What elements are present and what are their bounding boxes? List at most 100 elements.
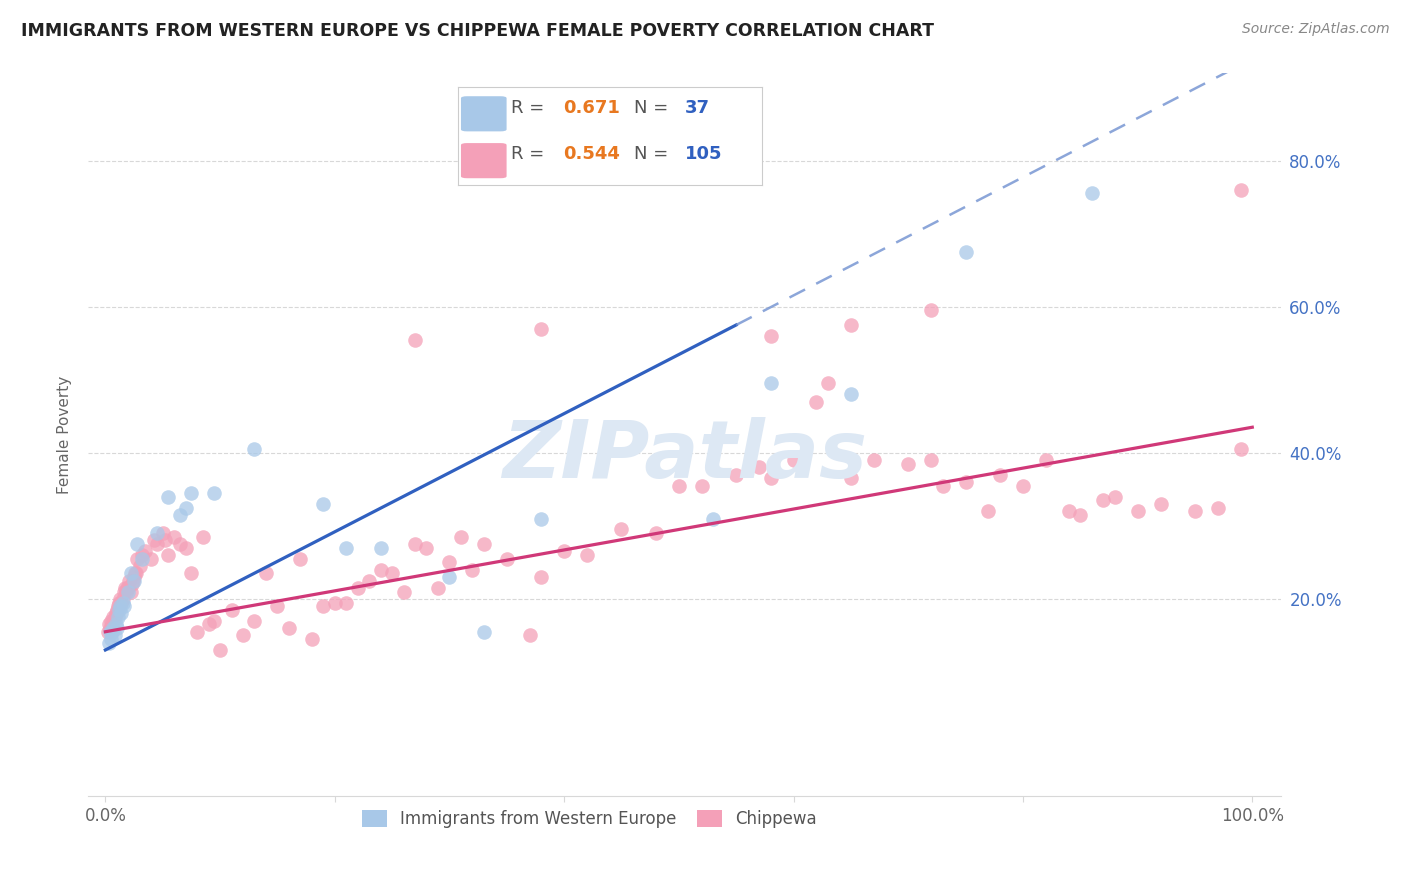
Point — [920, 303, 942, 318]
Point — [759, 329, 782, 343]
Point — [114, 581, 136, 595]
Point — [519, 628, 541, 642]
Point — [381, 566, 404, 581]
Point — [104, 607, 127, 621]
Point — [1230, 183, 1253, 197]
Point — [1184, 504, 1206, 518]
Point — [232, 628, 254, 642]
Point — [122, 574, 145, 588]
Point — [323, 595, 346, 609]
Point — [404, 333, 426, 347]
Point — [191, 530, 214, 544]
Point — [202, 486, 225, 500]
Point — [197, 617, 219, 632]
Point — [335, 541, 357, 555]
Point — [104, 617, 127, 632]
Point — [748, 460, 770, 475]
Point — [1149, 497, 1171, 511]
Point — [495, 551, 517, 566]
Point — [121, 577, 143, 591]
Point — [290, 551, 312, 566]
Point — [690, 478, 713, 492]
Point — [335, 595, 357, 609]
Point — [125, 566, 148, 581]
Point — [806, 394, 828, 409]
Point — [115, 584, 138, 599]
Point — [439, 570, 461, 584]
Point — [180, 566, 202, 581]
Point — [110, 591, 132, 606]
Point — [101, 617, 124, 632]
Point — [153, 533, 176, 548]
Point — [955, 244, 977, 259]
Point — [127, 537, 149, 551]
Point — [668, 478, 690, 492]
Point — [120, 566, 142, 581]
Point — [920, 453, 942, 467]
Point — [103, 621, 125, 635]
Point — [128, 559, 150, 574]
Point — [312, 497, 335, 511]
Point — [107, 599, 129, 614]
Point — [120, 584, 142, 599]
Point — [122, 574, 145, 588]
Point — [97, 624, 120, 639]
Point — [101, 624, 124, 639]
Point — [122, 570, 145, 584]
Point — [202, 614, 225, 628]
Point — [759, 471, 782, 485]
Point — [1080, 186, 1102, 201]
Point — [370, 563, 392, 577]
Point — [392, 584, 415, 599]
Point — [186, 624, 208, 639]
Point — [97, 636, 120, 650]
Point — [839, 318, 862, 332]
Point — [346, 581, 368, 595]
Y-axis label: Female Poverty: Female Poverty — [58, 376, 72, 493]
Point — [110, 599, 132, 614]
Point — [266, 599, 288, 614]
Point — [169, 537, 191, 551]
Point — [359, 574, 381, 588]
Point — [1069, 508, 1091, 522]
Text: ZIPatlas: ZIPatlas — [502, 417, 868, 495]
Point — [782, 453, 804, 467]
Point — [1126, 504, 1149, 518]
Legend: Immigrants from Western Europe, Chippewa: Immigrants from Western Europe, Chippewa — [356, 804, 823, 835]
Point — [98, 624, 121, 639]
Point — [530, 570, 553, 584]
Point — [174, 500, 197, 515]
Point — [817, 376, 839, 391]
Point — [301, 632, 323, 646]
Point — [243, 614, 266, 628]
Point — [105, 603, 128, 617]
Point — [127, 551, 149, 566]
Point — [112, 584, 135, 599]
Point — [103, 610, 125, 624]
Point — [169, 508, 191, 522]
Point — [759, 376, 782, 391]
Point — [105, 621, 128, 635]
Point — [862, 453, 884, 467]
Point — [277, 621, 299, 635]
Point — [576, 548, 599, 562]
Point — [117, 581, 139, 595]
Point — [839, 387, 862, 401]
Point — [209, 643, 232, 657]
Point — [472, 537, 495, 551]
Point — [142, 533, 165, 548]
Point — [141, 551, 163, 566]
Point — [103, 610, 125, 624]
Point — [103, 628, 125, 642]
Point — [163, 530, 186, 544]
Point — [124, 566, 146, 581]
Point — [553, 544, 575, 558]
Text: Source: ZipAtlas.com: Source: ZipAtlas.com — [1241, 22, 1389, 37]
Point — [988, 467, 1011, 482]
Point — [180, 486, 202, 500]
Point — [152, 526, 174, 541]
Point — [897, 457, 920, 471]
Point — [439, 555, 461, 569]
Point — [131, 548, 153, 562]
Point — [157, 490, 180, 504]
